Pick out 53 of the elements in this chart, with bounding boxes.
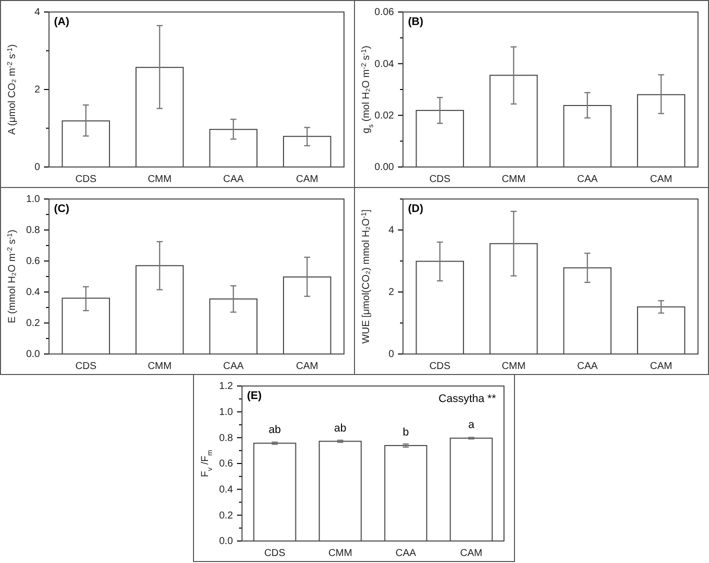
x-tick-label: CMM [502,361,526,372]
y-tick-label: 0.04 [374,58,394,70]
x-tick-label: CAA [577,361,598,372]
y-tick-label: 0.6 [219,458,234,470]
annotation: a [468,419,476,432]
x-tick-label: CAA [223,361,244,372]
y-tick-label: 0 [34,162,40,174]
chart-title: (D) [408,203,424,215]
annotation: ab [268,424,281,436]
x-tick-label: CMM [148,361,172,372]
y-tick-label: 2 [34,84,40,96]
annotation: ab [334,422,346,434]
x-tick-label: CDS [75,361,97,372]
x-tick-label: CAM [650,361,672,372]
y-tick-label: 0.0 [219,536,234,548]
x-tick-label: CMM [148,174,172,186]
y-tick-label: 0.06 [374,7,394,18]
y-tick-label: 0.8 [26,225,40,236]
y-tick-label: 0.2 [219,510,234,522]
x-tick-label: CDS [429,174,451,186]
y-tick-label: 2 [388,287,394,298]
y-tick-label: 0.00 [374,162,394,174]
x-tick-label: CAM [460,548,482,560]
x-tick-label: CAM [296,361,318,372]
x-tick-label: CAM [296,174,318,186]
x-tick-label: CDS [75,174,97,186]
x-tick-label: CDS [429,361,451,372]
x-tick-label: CDS [264,548,286,560]
y-tick-label: 1.2 [219,381,234,392]
y-tick-label: 4 [388,225,394,236]
y-tick-label: 0.2 [26,318,40,330]
x-tick-label: CAM [650,174,672,186]
y-tick-label: 0 [388,349,394,360]
y-tick-label: 1.0 [219,407,234,418]
y-tick-label: 1.0 [26,194,40,206]
x-tick-label: CMM [328,548,352,560]
chart-title: (A) [54,16,70,28]
y-tick-label: 0.4 [26,287,40,298]
annotation: b [402,426,409,439]
x-tick-label: CAA [395,548,416,560]
y-tick-label: 0.8 [219,432,234,444]
y-tick-label: 0.02 [374,110,394,122]
chart-title: (C) [54,203,70,215]
y-tick-label: 0.0 [26,349,40,360]
chart-title: (B) [408,16,424,28]
x-tick-label: CAA [577,174,598,186]
y-tick-label: 4 [34,7,40,18]
y-tick-label: 0.4 [219,484,234,496]
x-tick-label: CMM [502,174,526,186]
chart-title: (E) [247,390,262,402]
x-tick-label: CAA [223,174,244,186]
annotation: Cassytha ** [438,393,497,405]
y-tick-label: 0.6 [26,256,40,268]
